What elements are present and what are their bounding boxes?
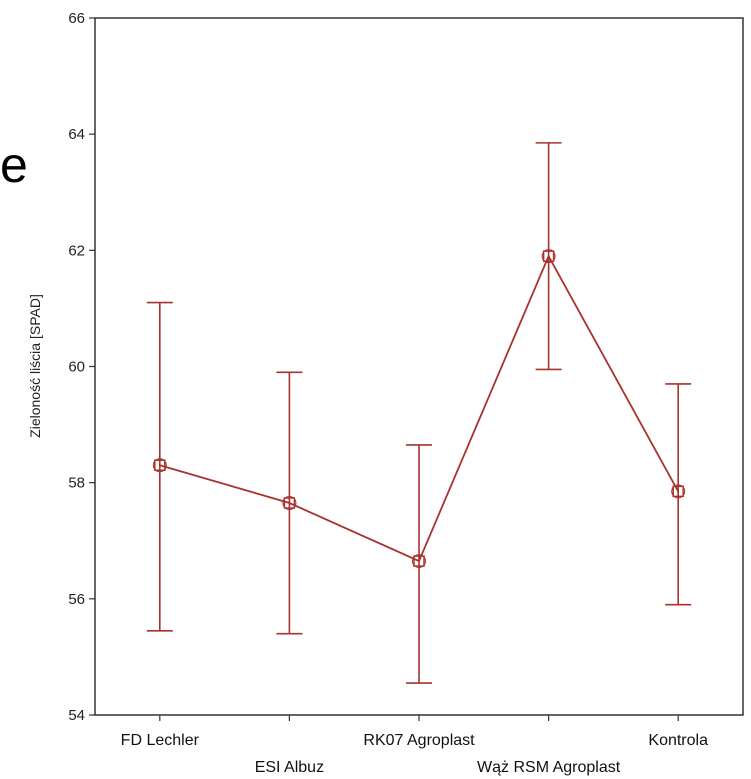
y-tick-label: 60 [68,359,85,376]
y-tick-label: 58 [68,475,85,492]
data-point-ring [671,484,686,499]
x-tick-label: RK07 Agroplast [363,732,475,749]
data-point-marker [283,497,296,509]
data-point-marker [413,555,425,567]
y-axis: 54 56 58 60 62 64 66 [68,10,95,724]
data-point-ring [412,554,426,569]
series-line [159,254,679,563]
data-point-ring [541,249,556,264]
x-tick-label: Kontrola [648,732,708,749]
y-tick-label: 66 [68,10,85,27]
y-tick-label: 54 [68,707,85,724]
y-axis-label: Zieloność liścia [SPAD] [27,294,43,438]
x-tick-label: Wąż RSM Agroplast [477,759,621,776]
y-tick-label: 56 [68,591,85,608]
data-point-marker [154,459,166,471]
cropped-text-fragment: e [0,137,28,193]
data-point-ring [152,458,167,473]
data-point-marker [542,250,555,262]
series-marks [146,142,692,684]
data-point-ring [282,495,297,510]
data-point-marker [672,485,684,498]
y-tick-label: 62 [68,242,85,259]
y-tick-label: 64 [68,126,85,143]
x-tick-label: FD Lechler [121,732,200,749]
x-tick-label: ESI Albuz [255,759,324,776]
